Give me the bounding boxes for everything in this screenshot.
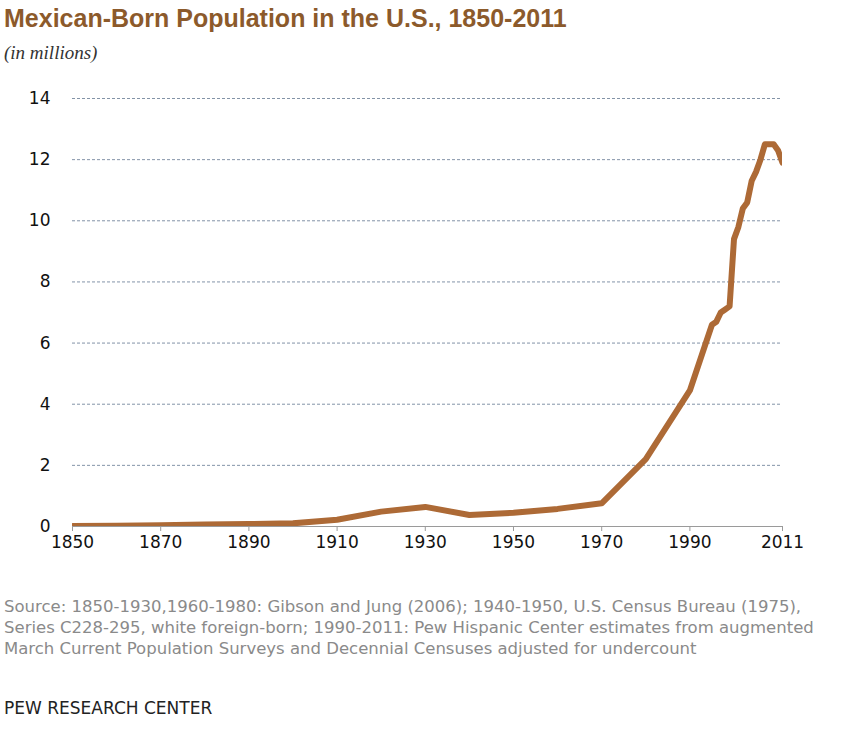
svg-text:4: 4 bbox=[40, 394, 51, 414]
svg-text:1850: 1850 bbox=[51, 532, 94, 552]
svg-text:10: 10 bbox=[29, 210, 51, 230]
svg-text:1990: 1990 bbox=[668, 532, 711, 552]
svg-text:2: 2 bbox=[40, 455, 51, 475]
html-text:PEW RESEARCH CENTER: PEW RESEARCH CENTER bbox=[4, 698, 213, 718]
svg-text:6: 6 bbox=[40, 333, 51, 353]
svg-text:1930: 1930 bbox=[404, 532, 447, 552]
svg-text:1890: 1890 bbox=[227, 532, 270, 552]
svg-text:12: 12 bbox=[29, 149, 51, 169]
svg-text:8: 8 bbox=[40, 271, 51, 291]
svg-text:0: 0 bbox=[40, 516, 51, 536]
svg-text:1950: 1950 bbox=[492, 532, 535, 552]
html-text:(in millions): (in millions) bbox=[4, 42, 98, 63]
svg-text:1910: 1910 bbox=[315, 532, 358, 552]
svg-text:1970: 1970 bbox=[580, 532, 623, 552]
svg-text:1870: 1870 bbox=[139, 532, 182, 552]
svg-text:14: 14 bbox=[29, 88, 51, 108]
html-text:Mexican-Born Population in the: Mexican-Born Population in the U.S., 185… bbox=[4, 4, 567, 32]
svg-text:2011: 2011 bbox=[761, 532, 804, 552]
html-text:Source: 1850-1930,1960-1980: G: Source: 1850-1930,1960-1980: Gibson and … bbox=[4, 597, 814, 658]
